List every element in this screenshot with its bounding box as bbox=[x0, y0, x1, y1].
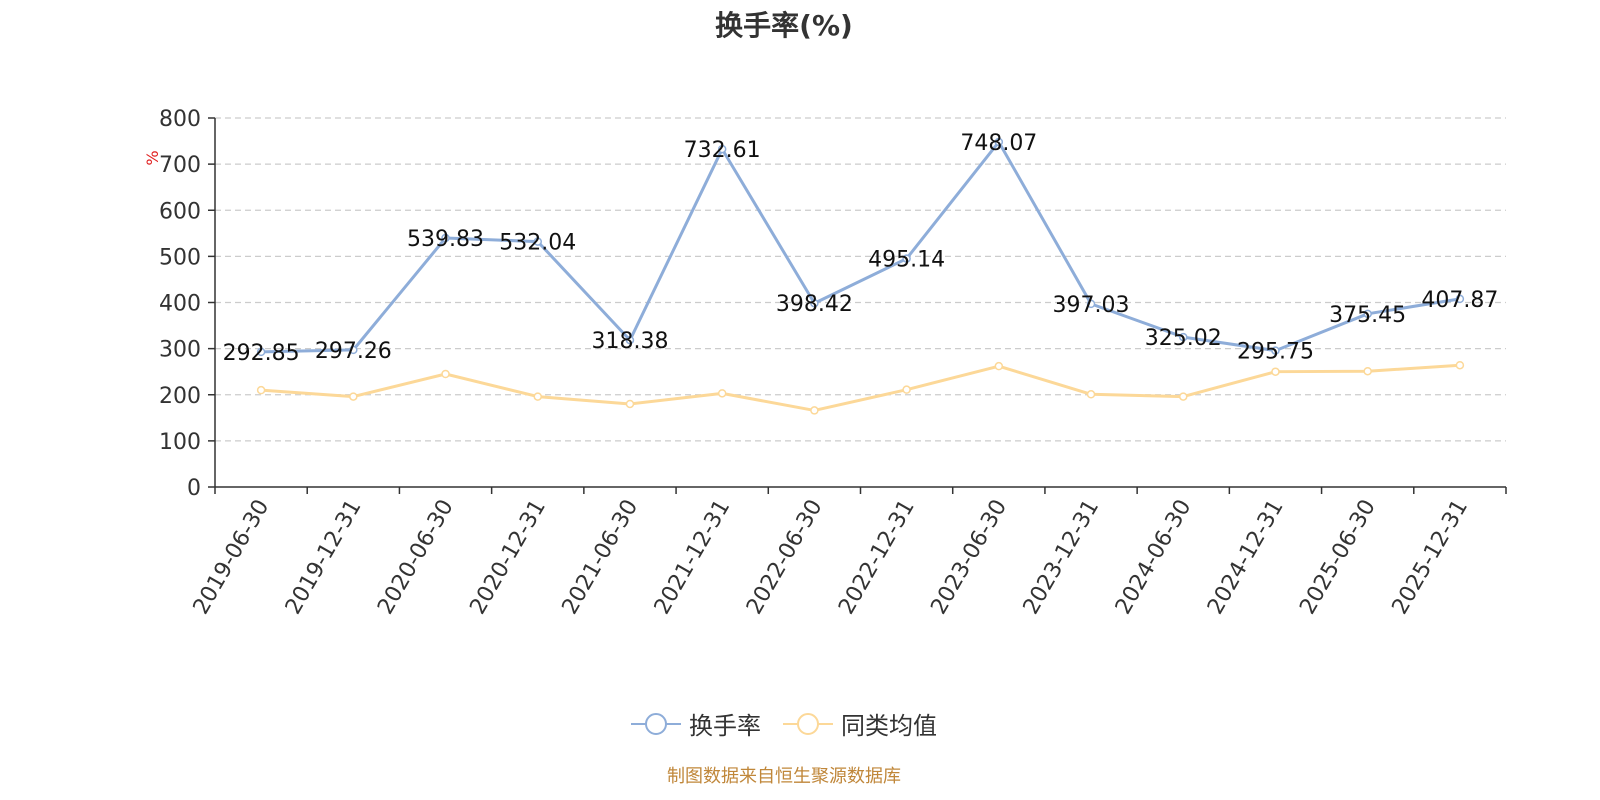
y-tick-label: 0 bbox=[187, 476, 201, 501]
legend-marker-icon bbox=[631, 709, 681, 739]
data-point bbox=[533, 237, 542, 246]
x-tick-label: 2023-12-31 bbox=[1019, 496, 1105, 619]
data-label: 495.14 bbox=[868, 248, 945, 273]
x-tick-label: 2022-12-31 bbox=[834, 496, 920, 619]
data-point bbox=[717, 144, 727, 154]
data-label: 397.03 bbox=[1053, 293, 1130, 318]
data-point bbox=[1455, 360, 1465, 370]
y-tick-label: 700 bbox=[159, 153, 201, 178]
data-label: 398.42 bbox=[776, 292, 853, 317]
data-point bbox=[1271, 346, 1280, 355]
x-tick-label: 2019-06-30 bbox=[189, 496, 275, 619]
data-point bbox=[1271, 367, 1280, 376]
data-point bbox=[256, 385, 266, 395]
data-source-note: 制图数据来自恒生聚源数据库 bbox=[667, 766, 901, 787]
x-tick-label: 2022-06-30 bbox=[742, 496, 828, 619]
y-tick-label: 100 bbox=[159, 430, 201, 455]
x-tick-label: 2024-12-31 bbox=[1203, 496, 1289, 619]
data-label: 532.04 bbox=[499, 231, 576, 256]
y-axis-unit: % bbox=[143, 150, 162, 165]
data-point bbox=[441, 369, 450, 379]
x-tick-label: 2020-12-31 bbox=[465, 496, 551, 619]
x-tick-label: 2024-06-30 bbox=[1111, 496, 1197, 619]
legend-label: 换手率 bbox=[689, 712, 761, 740]
data-point bbox=[902, 385, 911, 394]
data-point bbox=[810, 406, 819, 415]
legend-item-peer-average[interactable]: 同类均值 bbox=[783, 706, 937, 741]
x-tick-label: 2025-12-31 bbox=[1388, 496, 1474, 619]
data-point bbox=[256, 347, 266, 357]
legend: 换手率 同类均值 bbox=[0, 706, 1568, 741]
data-label: 318.38 bbox=[591, 329, 668, 354]
data-point bbox=[349, 345, 358, 355]
data-label: 325.02 bbox=[1145, 326, 1222, 351]
legend-marker-icon bbox=[783, 709, 833, 739]
y-tick-label: 400 bbox=[159, 292, 201, 317]
y-tick-label: 200 bbox=[159, 384, 201, 409]
series-layer bbox=[256, 137, 1465, 415]
data-point bbox=[1455, 294, 1465, 304]
data-point bbox=[1086, 390, 1096, 399]
data-label: 748.07 bbox=[960, 131, 1037, 156]
y-tick-label: 600 bbox=[159, 199, 201, 224]
chart-title: 换手率(%) bbox=[715, 9, 853, 42]
legend-label: 同类均值 bbox=[841, 712, 937, 740]
y-tick-label: 500 bbox=[159, 245, 201, 270]
data-point bbox=[349, 392, 358, 401]
data-point bbox=[1086, 299, 1096, 309]
data-label: 297.26 bbox=[315, 339, 392, 364]
legend-item-turnover[interactable]: 换手率 bbox=[631, 706, 761, 741]
data-label: 732.61 bbox=[684, 138, 761, 163]
series-line-0 bbox=[261, 140, 1461, 354]
data-label: 295.75 bbox=[1237, 340, 1314, 365]
y-tick-label: 800 bbox=[159, 107, 201, 132]
data-point bbox=[625, 335, 635, 345]
x-tick-label: 2019-12-31 bbox=[281, 496, 367, 619]
data-point bbox=[533, 392, 542, 401]
data-label: 539.83 bbox=[407, 227, 484, 252]
data-label: 292.85 bbox=[223, 341, 300, 366]
data-point bbox=[994, 137, 1004, 147]
y-tick-label: 300 bbox=[159, 338, 201, 363]
x-tick-label: 2021-12-31 bbox=[650, 496, 736, 619]
x-tick-label: 2025-06-30 bbox=[1295, 496, 1381, 619]
series-line-1 bbox=[261, 363, 1460, 412]
grid-layer bbox=[215, 117, 1506, 442]
data-point bbox=[994, 361, 1004, 371]
data-label: 375.45 bbox=[1329, 303, 1406, 328]
data-point bbox=[902, 254, 911, 263]
data-point bbox=[1179, 332, 1188, 342]
data-point bbox=[441, 233, 450, 243]
data-point bbox=[1179, 392, 1188, 401]
label-layer: 292.85 297.26 539.83 532.04 318.38 732.61 398.… bbox=[223, 131, 1499, 366]
data-point bbox=[1363, 309, 1372, 319]
data-point bbox=[1363, 366, 1372, 376]
x-tick-label: 2023-06-30 bbox=[926, 496, 1012, 619]
data-point bbox=[810, 298, 819, 308]
x-tick-label: 2021-06-30 bbox=[558, 496, 644, 619]
x-tick-label: 2020-06-30 bbox=[373, 496, 459, 619]
data-label: 407.87 bbox=[1421, 288, 1498, 313]
data-point bbox=[625, 399, 635, 409]
data-point bbox=[717, 389, 727, 398]
